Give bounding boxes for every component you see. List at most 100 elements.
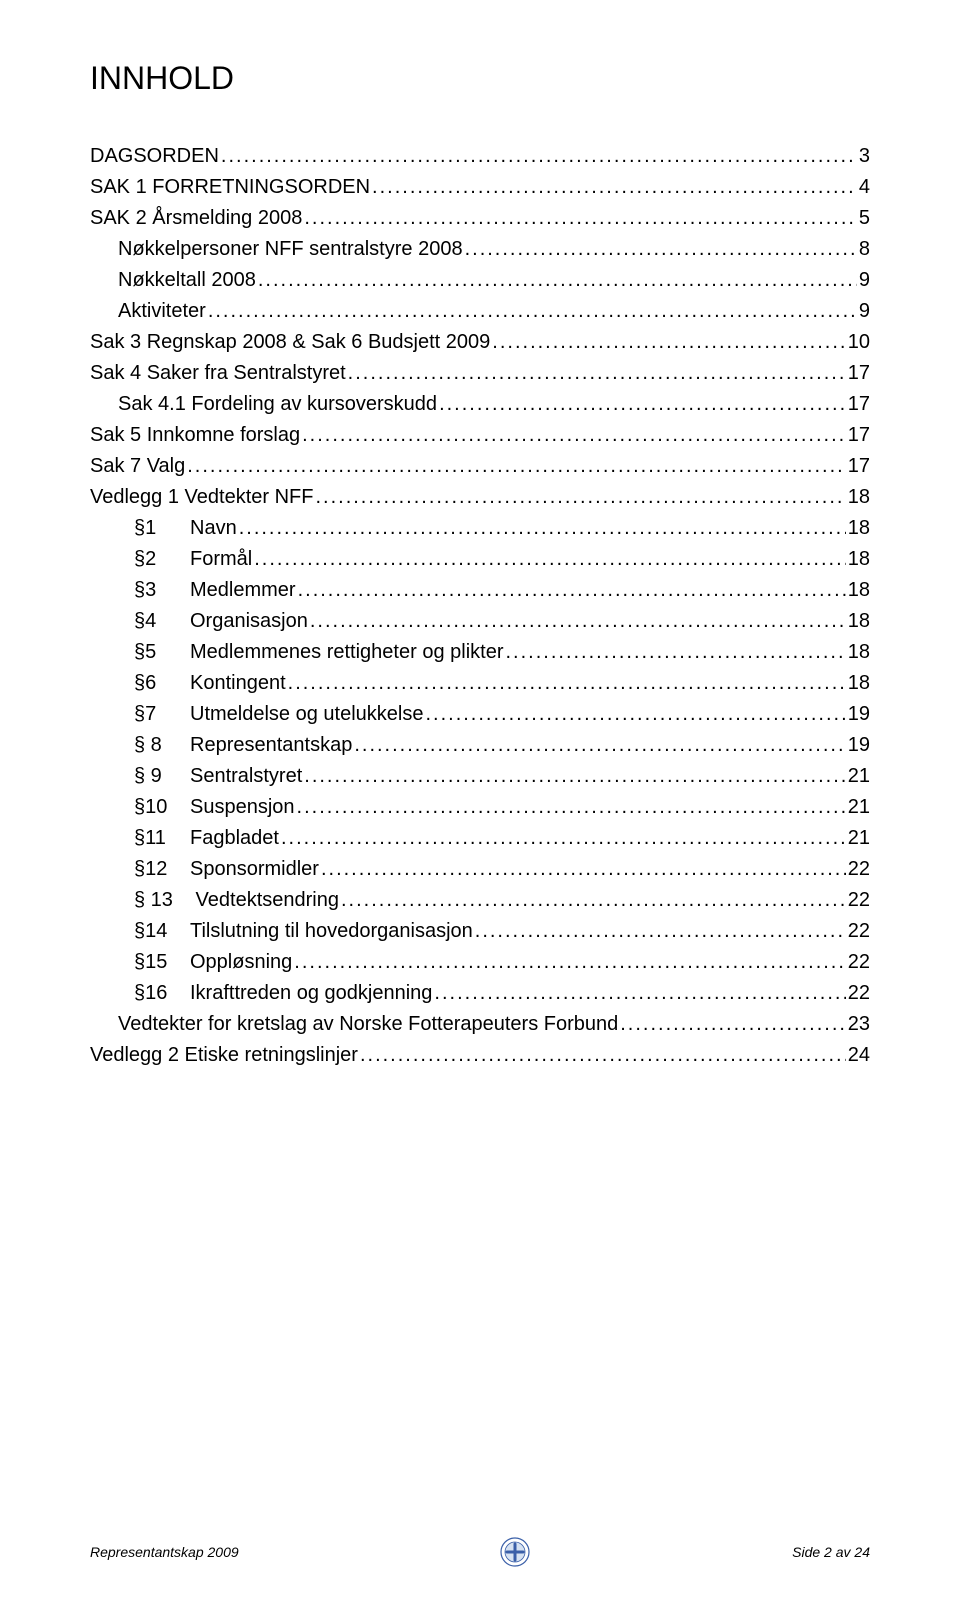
toc-section-symbol: §5	[134, 637, 190, 667]
toc-entry-label: §15Oppløsning	[90, 947, 292, 977]
toc-entry-label: §12Sponsormidler	[90, 854, 319, 884]
toc-entry-page: 22	[848, 978, 870, 1008]
toc-entry-label: Vedlegg 2 Etiske retningslinjer	[90, 1040, 358, 1070]
toc-leader-dots	[372, 172, 857, 202]
footer-right-text: Side 2 av 24	[792, 1544, 870, 1560]
toc-leader-dots	[434, 978, 845, 1008]
toc-section-title: Representantskap	[190, 734, 352, 756]
toc-entry: §3Medlemmer 18	[90, 575, 870, 605]
toc-entry-page: 17	[848, 451, 870, 481]
toc-entry: Vedlegg 1 Vedtekter NFF 18	[90, 482, 870, 512]
toc-section-title: Medlemmer	[190, 579, 296, 601]
toc-entry-page: 9	[859, 265, 870, 295]
toc-entry-label: §16Ikrafttreden og godkjenning	[90, 978, 432, 1008]
toc-entry-label: §11Fagbladet	[90, 823, 279, 853]
toc-entry: DAGSORDEN 3	[90, 141, 870, 171]
toc-entry-label: Sak 4.1 Fordeling av kursoverskudd	[90, 389, 437, 419]
toc-leader-dots	[360, 1040, 846, 1070]
toc-entry-label: §4Organisasjon	[90, 606, 308, 636]
toc-entry: §6Kontingent 18	[90, 668, 870, 698]
toc-entry: Sak 4 Saker fra Sentralstyret 17	[90, 358, 870, 388]
toc-entry-label: Vedtekter for kretslag av Norske Fottera…	[90, 1009, 618, 1039]
toc-entry-page: 9	[859, 296, 870, 326]
toc-entry: SAK 1 FORRETNINGSORDEN 4	[90, 172, 870, 202]
toc-entry: Sak 7 Valg 17	[90, 451, 870, 481]
toc-entry: §12Sponsormidler 22	[90, 854, 870, 884]
toc-section-symbol: §4	[134, 606, 190, 636]
toc-section-title: Tilslutning til hovedorganisasjon	[190, 920, 473, 942]
toc-entry-page: 23	[848, 1009, 870, 1039]
toc-entry: §2Formål 18	[90, 544, 870, 574]
toc-leader-dots	[620, 1009, 846, 1039]
toc-entry: § 9Sentralstyret 21	[90, 761, 870, 791]
toc-section-symbol: §3	[134, 575, 190, 605]
toc-leader-dots	[310, 606, 846, 636]
toc-entry-page: 10	[848, 327, 870, 357]
toc-entry-page: 17	[848, 389, 870, 419]
toc-leader-dots	[439, 389, 846, 419]
toc-section-symbol: §16	[134, 978, 190, 1008]
page-title: INNHOLD	[90, 60, 870, 97]
toc-section-symbol: §12	[134, 854, 190, 884]
toc-leader-dots	[341, 885, 846, 915]
toc-entry: § 8Representantskap 19	[90, 730, 870, 760]
toc-entry: §1Navn 18	[90, 513, 870, 543]
footer-logo	[500, 1537, 530, 1567]
toc-entry-label: §14Tilslutning til hovedorganisasjon	[90, 916, 473, 946]
toc-entry-page: 21	[848, 823, 870, 853]
toc-entry: §10Suspensjon 21	[90, 792, 870, 822]
toc-entry: Nøkkelpersoner NFF sentralstyre 2008 8	[90, 234, 870, 264]
toc-leader-dots	[505, 637, 845, 667]
toc-entry: Aktiviteter 9	[90, 296, 870, 326]
toc-entry-label: SAK 2 Årsmelding 2008	[90, 203, 302, 233]
toc-section-title: Medlemmenes rettigheter og plikter	[190, 641, 503, 663]
toc-entry: §15Oppløsning 22	[90, 947, 870, 977]
toc-leader-dots	[425, 699, 845, 729]
toc-entry: Nøkkeltall 2008 9	[90, 265, 870, 295]
toc-entry-label: § 13 Vedtektsendring	[90, 885, 339, 915]
toc-entry-label: Vedlegg 1 Vedtekter NFF	[90, 482, 313, 512]
toc-entry-label: DAGSORDEN	[90, 141, 219, 171]
toc-section-symbol: §14	[134, 916, 190, 946]
toc-section-title: Vedtektsendring	[190, 889, 339, 911]
toc-entry-label: §10Suspensjon	[90, 792, 295, 822]
toc-leader-dots	[239, 513, 846, 543]
toc-entry: §7Utmeldelse og utelukkelse 19	[90, 699, 870, 729]
toc-section-title: Navn	[190, 517, 237, 539]
toc-entry-page: 3	[859, 141, 870, 171]
toc-entry-label: §5Medlemmenes rettigheter og plikter	[90, 637, 503, 667]
toc-section-title: Organisasjon	[190, 610, 308, 632]
toc-leader-dots	[254, 544, 846, 574]
footer-left-text: Representantskap 2009	[90, 1544, 239, 1560]
page-footer: Representantskap 2009 Side 2 av 24	[90, 1537, 870, 1567]
toc-entry-page: 5	[859, 203, 870, 233]
toc-entry-page: 18	[848, 513, 870, 543]
toc-entry-page: 18	[848, 575, 870, 605]
toc-entry-page: 19	[848, 730, 870, 760]
toc-entry-page: 17	[848, 420, 870, 450]
toc-entry-label: §2Formål	[90, 544, 252, 574]
toc-entry-label: §6Kontingent	[90, 668, 286, 698]
toc-leader-dots	[304, 761, 845, 791]
toc-entry: §11Fagbladet 21	[90, 823, 870, 853]
toc-section-symbol: §2	[134, 544, 190, 574]
toc-section-title: Formål	[190, 548, 252, 570]
toc-section-title: Sentralstyret	[190, 765, 302, 787]
toc-section-title: Suspensjon	[190, 796, 295, 818]
toc-leader-dots	[304, 203, 857, 233]
toc-section-symbol: §7	[134, 699, 190, 729]
toc-entry: § 13 Vedtektsendring 22	[90, 885, 870, 915]
toc-entry-page: 17	[848, 358, 870, 388]
toc-leader-dots	[258, 265, 857, 295]
toc-entry-label: Nøkkelpersoner NFF sentralstyre 2008	[90, 234, 463, 264]
toc-section-title: Oppløsning	[190, 951, 292, 973]
toc-leader-dots	[315, 482, 845, 512]
toc-leader-dots	[221, 141, 857, 171]
toc-leader-dots	[288, 668, 846, 698]
toc-entry: §5Medlemmenes rettigheter og plikter 18	[90, 637, 870, 667]
toc-entry: §16Ikrafttreden og godkjenning 22	[90, 978, 870, 1008]
toc-entry: Sak 4.1 Fordeling av kursoverskudd 17	[90, 389, 870, 419]
toc-entry: Vedtekter for kretslag av Norske Fottera…	[90, 1009, 870, 1039]
toc-leader-dots	[465, 234, 857, 264]
toc-entry-label: Sak 7 Valg	[90, 451, 185, 481]
